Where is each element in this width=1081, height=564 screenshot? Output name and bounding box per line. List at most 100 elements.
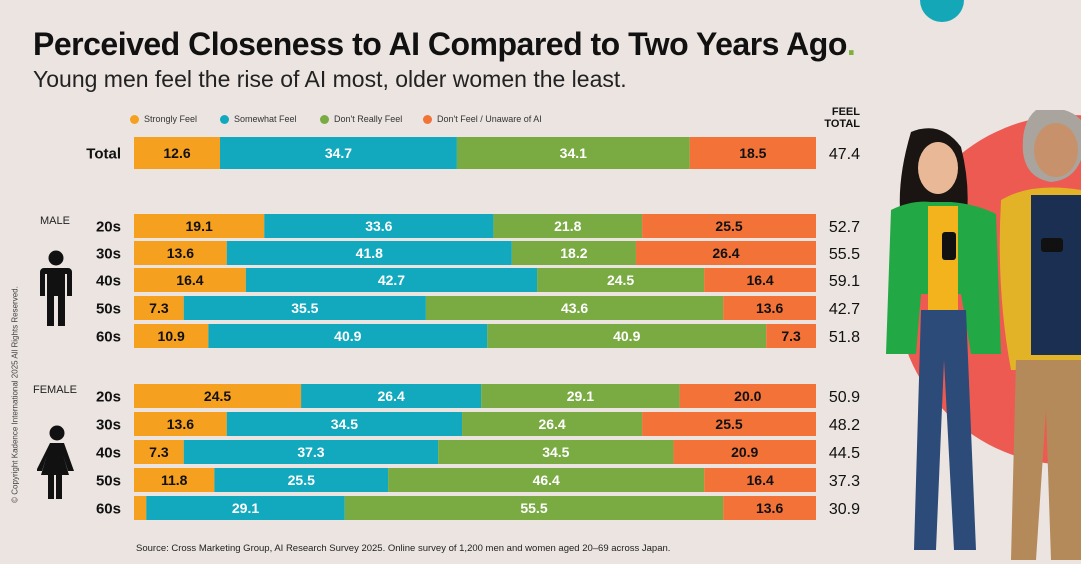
bar-segment-female-50s-3 bbox=[704, 468, 816, 492]
bar-segment-male-20s-3 bbox=[642, 214, 816, 238]
feel-total-male-60s: 51.8 bbox=[829, 329, 860, 346]
row-label-female-20s: 20s bbox=[96, 389, 121, 406]
data-label-total-2: 34.1 bbox=[560, 145, 587, 161]
bar-segment-male-40s-1 bbox=[245, 268, 538, 292]
legend-dont-feel: Don't Feel / Unaware of AI bbox=[423, 114, 542, 124]
data-label-female-50s-0: 11.8 bbox=[161, 472, 188, 488]
bar-segment-female-30s-1 bbox=[226, 412, 463, 436]
data-label-female-30s-2: 26.4 bbox=[538, 416, 565, 432]
bar-segment-male-50s-1 bbox=[183, 296, 426, 320]
bar-segment-male-30s-0 bbox=[134, 241, 227, 265]
group-label-male: MALE bbox=[40, 215, 70, 227]
bar-segment-male-60s-3 bbox=[766, 324, 816, 348]
bar-segment-male-20s-1 bbox=[264, 214, 494, 238]
data-label-male-20s-3: 25.5 bbox=[715, 218, 742, 234]
data-label-male-40s-2: 24.5 bbox=[607, 272, 634, 288]
data-label-female-50s-1: 25.5 bbox=[288, 472, 315, 488]
male-icon bbox=[40, 250, 72, 326]
data-label-total-1: 34.7 bbox=[325, 145, 352, 161]
chart-title: Perceived Closeness to AI Compared to Tw… bbox=[33, 26, 856, 62]
feel-total-female-60s: 30.9 bbox=[829, 501, 860, 518]
bar-segment-female-60s-1 bbox=[146, 496, 345, 520]
bar-segment-male-40s-0 bbox=[134, 268, 246, 292]
row-label-male-40s: 40s bbox=[96, 273, 121, 290]
legend-swatch-icon bbox=[320, 114, 329, 124]
data-label-male-50s-1: 35.5 bbox=[291, 300, 318, 316]
data-label-male-30s-3: 26.4 bbox=[712, 245, 739, 261]
bar-segment-male-50s-3 bbox=[723, 296, 816, 320]
data-label-male-30s-1: 41.8 bbox=[356, 245, 383, 261]
legend-swatch-icon bbox=[130, 114, 139, 124]
bar-segment-female-20s-3 bbox=[679, 384, 816, 408]
bar-segment-female-40s-3 bbox=[673, 440, 816, 464]
bar-segment-female-20s-0 bbox=[134, 384, 302, 408]
bar-segment-male-30s-2 bbox=[511, 241, 636, 265]
row-label-female-60s: 60s bbox=[96, 501, 121, 518]
feel-total-female-30s: 48.2 bbox=[829, 417, 860, 434]
data-label-female-60s-2: 55.5 bbox=[520, 500, 547, 516]
bar-segment-total-1 bbox=[220, 137, 457, 169]
bar-segment-male-50s-0 bbox=[134, 296, 184, 320]
bar-segment-total-3 bbox=[689, 137, 816, 169]
data-label-female-20s-3: 20.0 bbox=[734, 388, 761, 404]
chart-subtitle: Young men feel the rise of AI most, olde… bbox=[33, 66, 627, 92]
people-photo bbox=[886, 110, 1081, 560]
legend-swatch-icon bbox=[220, 114, 229, 124]
data-label-female-30s-1: 34.5 bbox=[331, 416, 358, 432]
data-label-male-60s-1: 40.9 bbox=[334, 328, 361, 344]
bar-segment-female-20s-2 bbox=[481, 384, 680, 408]
data-label-male-20s-0: 19.1 bbox=[186, 218, 213, 234]
bar-segment-female-50s-0 bbox=[134, 468, 215, 492]
row-label-female-50s: 50s bbox=[96, 473, 121, 490]
bar-segment-total-2 bbox=[456, 137, 690, 169]
group-label-female: FEMALE bbox=[33, 384, 78, 396]
legend-swatch-icon bbox=[423, 114, 432, 124]
bar-segment-female-40s-0 bbox=[134, 440, 184, 464]
data-label-male-50s-0: 7.3 bbox=[149, 300, 169, 316]
legend-dont-really-feel: Don't Really Feel bbox=[320, 114, 402, 124]
row-label-female-40s: 40s bbox=[96, 445, 121, 462]
feel-total-female-40s: 44.5 bbox=[829, 445, 860, 462]
data-label-female-60s-1: 29.1 bbox=[232, 500, 259, 516]
bar-segment-female-60s-3 bbox=[723, 496, 816, 520]
feel-total-header: FEEL TOTAL bbox=[824, 106, 860, 130]
feel-total-female-50s: 37.3 bbox=[829, 473, 860, 490]
bar-segment-female-60s-2 bbox=[344, 496, 724, 520]
bar-segment-male-20s-2 bbox=[493, 214, 643, 238]
bar-segment-total-0 bbox=[134, 137, 221, 169]
data-label-female-20s-1: 26.4 bbox=[377, 388, 404, 404]
row-label-male-50s: 50s bbox=[96, 301, 121, 318]
data-label-male-20s-1: 33.6 bbox=[365, 218, 392, 234]
bar-segment-female-40s-1 bbox=[183, 440, 439, 464]
data-label-female-30s-0: 13.6 bbox=[167, 416, 194, 432]
source-note: Source: Cross Marketing Group, AI Resear… bbox=[136, 543, 671, 554]
bar-segment-male-20s-0 bbox=[134, 214, 265, 238]
data-label-male-30s-0: 13.6 bbox=[167, 245, 194, 261]
data-label-female-60s-3: 13.6 bbox=[756, 500, 783, 516]
data-label-male-60s-2: 40.9 bbox=[613, 328, 640, 344]
row-label-female-30s: 30s bbox=[96, 417, 121, 434]
bar-segment-female-60s-0 bbox=[134, 496, 147, 520]
decorative-circle bbox=[920, 0, 964, 22]
bar-segment-female-40s-2 bbox=[438, 440, 674, 464]
data-label-total-3: 18.5 bbox=[739, 145, 766, 161]
bar-segment-male-40s-3 bbox=[704, 268, 816, 292]
data-label-female-20s-0: 24.5 bbox=[204, 388, 231, 404]
feel-total-male-50s: 42.7 bbox=[829, 301, 860, 318]
bar-segment-female-50s-2 bbox=[388, 468, 705, 492]
data-label-female-40s-3: 20.9 bbox=[731, 444, 758, 460]
bar-segment-male-60s-1 bbox=[208, 324, 488, 348]
data-label-female-50s-3: 16.4 bbox=[747, 472, 774, 488]
data-label-male-50s-3: 13.6 bbox=[756, 300, 783, 316]
data-label-male-40s-3: 16.4 bbox=[746, 272, 773, 288]
bar-segment-male-60s-2 bbox=[487, 324, 767, 348]
feel-total-female-20s: 50.9 bbox=[829, 389, 860, 406]
stacked-bar-chart: Total 12.6 34.7 34.1 18.5 47.4 20s 19.1 33.6 21.8… bbox=[86, 137, 860, 520]
data-label-female-40s-1: 37.3 bbox=[297, 444, 324, 460]
feel-total-male-30s: 55.5 bbox=[829, 246, 860, 263]
data-label-male-50s-2: 43.6 bbox=[561, 300, 588, 316]
bar-segment-male-30s-3 bbox=[635, 241, 816, 265]
bar-segment-female-30s-3 bbox=[642, 412, 816, 436]
legend-somewhat-feel: Somewhat Feel bbox=[220, 114, 297, 124]
data-label-female-40s-2: 34.5 bbox=[542, 444, 569, 460]
